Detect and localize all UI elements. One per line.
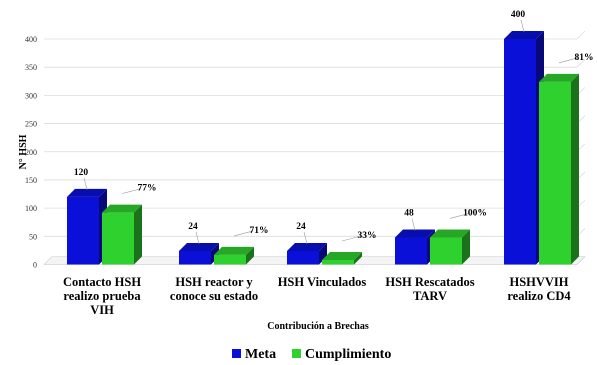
label-leader <box>121 188 142 194</box>
legend-item-meta: Meta <box>232 347 276 362</box>
legend-swatch <box>232 349 241 358</box>
legend-swatch <box>292 349 301 358</box>
x-category-label: HSH Vinculados <box>278 275 367 289</box>
x-axis-categories: Contacto HSH realizo prueba VIH HSH reactor… <box>63 275 571 317</box>
bar-meta <box>287 242 327 265</box>
bar-meta <box>179 242 219 265</box>
x-category-label: HSH Rescatados TARV <box>385 275 474 303</box>
y-tick-label: 400 <box>25 35 37 44</box>
label-leader <box>303 231 308 245</box>
y-tick-label: 200 <box>25 148 37 157</box>
label-leader <box>449 213 470 219</box>
data-labels: 120 77% 24 71% 24 33% 48 100% 400 81% <box>74 10 594 245</box>
data-label-cumplimiento: 71% <box>250 226 269 236</box>
bar-meta <box>67 188 107 265</box>
gridline-depth <box>576 30 586 40</box>
label-leader <box>83 177 88 190</box>
label-leader <box>411 218 416 231</box>
y-axis-ticks: 0 50 100 150 200 250 300 350 400 <box>25 35 37 270</box>
y-tick-label: 50 <box>29 232 37 241</box>
y-tick-label: 350 <box>25 63 37 72</box>
y-tick-label: 300 <box>25 91 37 100</box>
legend-item-cumplimiento: Cumplimiento <box>292 347 391 362</box>
legend: Meta Cumplimiento <box>232 347 391 362</box>
data-label-cumplimiento: 81% <box>575 53 594 63</box>
bar-cumplimiento <box>539 73 579 265</box>
label-leader <box>520 19 525 33</box>
y-tick-label: 150 <box>25 176 37 185</box>
data-label-cumplimiento: 77% <box>138 184 157 194</box>
label-leader <box>233 230 254 237</box>
y-tick-label: 100 <box>25 204 37 213</box>
data-label-meta: 400 <box>511 10 526 20</box>
data-label-meta: 24 <box>188 222 198 232</box>
x-axis-title: Contribución a Brechas <box>267 321 369 332</box>
bars <box>67 31 579 265</box>
gridline-depth <box>576 58 586 68</box>
bar-meta <box>395 229 435 265</box>
x-category-label: Contacto HSH realizo prueba VIH <box>63 275 141 317</box>
label-leader <box>341 235 362 242</box>
x-category-label: HSH reactor y conoce su estado <box>170 275 258 303</box>
y-tick-label: 250 <box>25 120 37 129</box>
y-axis-title: N° HSH <box>18 134 29 169</box>
data-label-meta: 120 <box>74 168 89 178</box>
legend-label: Cumplimiento <box>305 347 391 362</box>
y-tick-label: 0 <box>33 261 37 270</box>
bar-cumplimiento <box>430 229 470 265</box>
label-leader <box>195 231 200 245</box>
bar-cumplimiento <box>102 204 142 265</box>
x-category-label: HSHVVIH realizo CD4 <box>507 275 571 303</box>
data-label-cumplimiento: 100% <box>463 208 487 218</box>
bar-cumplimiento <box>214 246 254 265</box>
data-label-meta: 24 <box>296 222 306 232</box>
bar-meta <box>504 31 544 265</box>
bar-cumplimiento <box>322 251 362 265</box>
data-label-cumplimiento: 33% <box>358 231 377 241</box>
label-leader <box>558 57 579 64</box>
data-label-meta: 48 <box>404 208 414 218</box>
legend-label: Meta <box>245 347 276 362</box>
